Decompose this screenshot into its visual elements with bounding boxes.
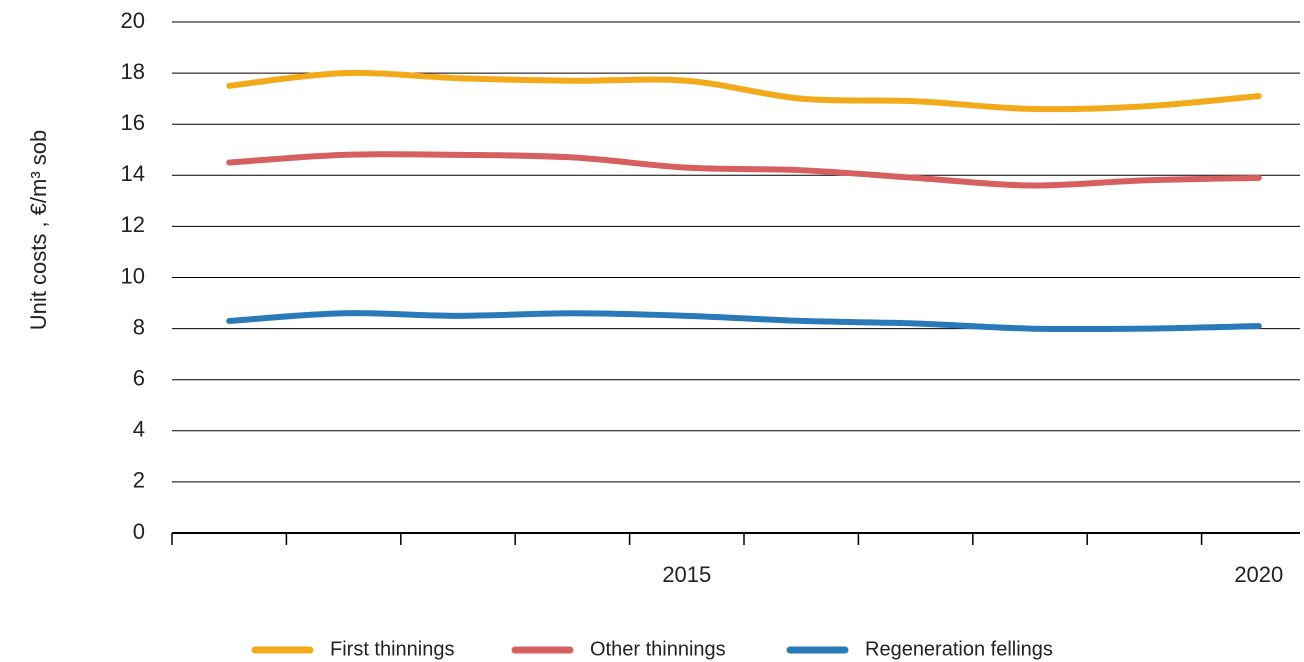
- line: [226, 69, 1262, 113]
- legend-label: Other thinnings: [590, 638, 726, 660]
- y-tick-label: 12: [121, 212, 145, 237]
- y-tick-label: 2: [133, 468, 145, 493]
- y-tick-label: 16: [121, 110, 145, 135]
- x-tick-label: 2020: [1234, 562, 1283, 587]
- y-tick-label: 0: [133, 519, 145, 544]
- y-tick-label: 10: [121, 263, 145, 288]
- y-tick-label: 6: [133, 366, 145, 391]
- y-tick-label: 14: [121, 161, 145, 186]
- legend-label: Regeneration fellings: [865, 638, 1053, 660]
- line: [226, 310, 1262, 333]
- y-tick-label: 4: [133, 417, 145, 442]
- line: [226, 151, 1262, 189]
- x-tick-label: 2015: [662, 562, 711, 587]
- y-axis-label: Unit costs , €/m³ sob: [26, 130, 51, 331]
- y-tick-label: 18: [121, 59, 145, 84]
- y-tick-label: 20: [121, 8, 145, 33]
- legend-label: First thinnings: [330, 638, 455, 660]
- y-tick-label: 8: [133, 314, 145, 339]
